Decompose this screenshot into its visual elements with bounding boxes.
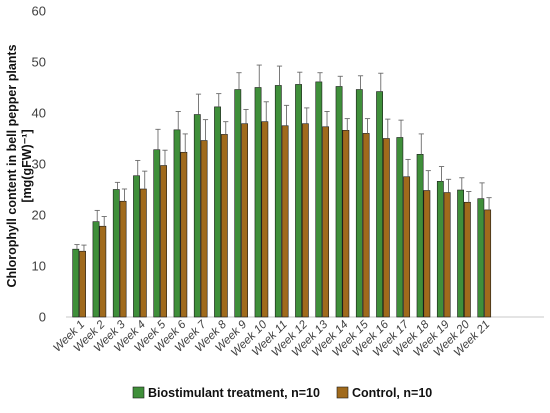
bar-biostimulant — [274, 85, 282, 318]
bar-biostimulant — [457, 189, 464, 318]
bar-control — [463, 201, 471, 318]
bar-control — [220, 134, 228, 318]
bar-biostimulant — [376, 91, 383, 318]
bar-control — [119, 200, 127, 318]
bar-biostimulant — [416, 154, 424, 318]
y-tick-label: 40 — [32, 106, 46, 121]
y-tick-label: 60 — [32, 4, 46, 19]
bar-control — [241, 123, 248, 318]
y-tick-label: 30 — [32, 157, 46, 172]
bar-biostimulant — [193, 114, 201, 318]
bar-control — [301, 123, 309, 318]
legend-label-control: Control, n=10 — [352, 386, 432, 400]
bar-biostimulant — [112, 189, 120, 318]
bar-biostimulant — [173, 129, 181, 318]
bar-biostimulant — [477, 198, 485, 318]
bar-biostimulant — [436, 181, 444, 318]
bar-control — [403, 176, 411, 318]
y-tick-label: 20 — [32, 208, 46, 223]
bar-biostimulant — [153, 149, 161, 318]
bar-control — [443, 192, 451, 318]
bar-control — [322, 126, 330, 318]
bar-control — [79, 250, 86, 318]
bar-biostimulant — [133, 175, 140, 318]
bar-biostimulant — [214, 106, 221, 318]
bar-biostimulant — [92, 221, 100, 318]
bar-biostimulant — [234, 89, 242, 318]
bar-control — [484, 209, 492, 318]
legend-label-biostimulant: Biostimulant treatment, n=10 — [148, 386, 320, 400]
bar-biostimulant — [315, 81, 323, 318]
bar-control — [362, 133, 370, 318]
bar-control — [342, 130, 350, 318]
y-tick-label: 0 — [39, 310, 46, 325]
bar-control — [200, 140, 208, 318]
legend: Biostimulant treatment, n=10 Control, n=1… — [132, 386, 432, 400]
legend-swatch-control — [336, 386, 349, 399]
y-tick-label: 50 — [32, 55, 46, 70]
y-axis-title-group: Chlorophyll content in bell pepper plant… — [5, 44, 34, 287]
bar-biostimulant — [335, 86, 343, 318]
bar-control — [281, 125, 289, 318]
legend-swatch-biostimulant — [132, 386, 145, 399]
bar-control — [261, 121, 269, 318]
bar-control — [99, 225, 107, 318]
bar-control — [382, 138, 390, 318]
y-axis-title: Chlorophyll content in bell pepper plant… — [5, 44, 34, 287]
bar-biostimulant — [72, 248, 80, 318]
bar-control — [180, 151, 188, 318]
bar-biostimulant — [396, 137, 404, 318]
bar-biostimulant — [254, 87, 262, 318]
bar-biostimulant — [355, 89, 363, 318]
bar-control — [139, 188, 147, 318]
bar-control — [160, 165, 167, 318]
y-tick-label: 10 — [32, 259, 46, 274]
bar-biostimulant — [295, 84, 302, 318]
bar-control — [423, 190, 431, 318]
